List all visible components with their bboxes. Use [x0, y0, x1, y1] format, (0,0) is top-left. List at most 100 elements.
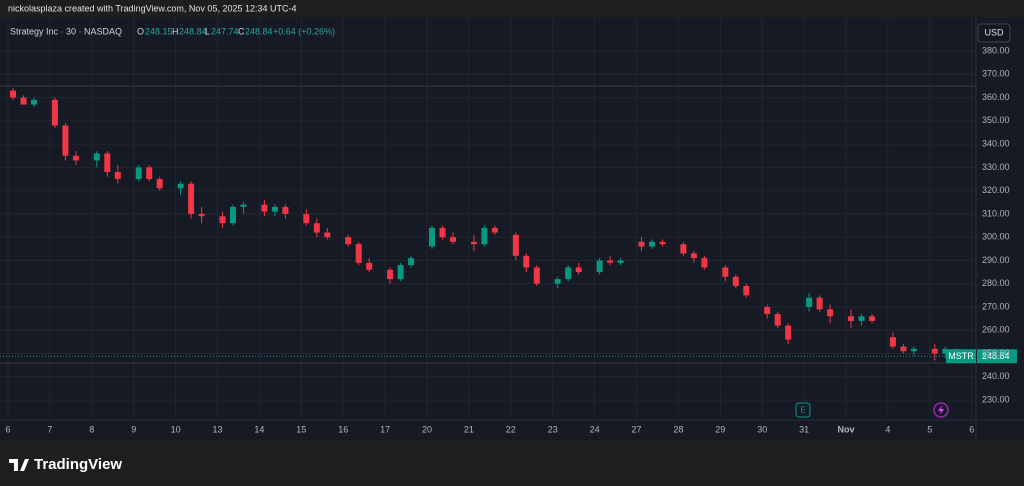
candle-body	[345, 237, 352, 245]
x-tick-label: 15	[296, 424, 306, 434]
candle-body	[900, 346, 907, 352]
candle-body	[72, 155, 79, 161]
currency[interactable]: USD	[984, 27, 1004, 37]
x-tick-label: 6	[969, 424, 974, 434]
brand: TradingView	[34, 456, 122, 473]
y-tick-label: 370.00	[982, 69, 1010, 79]
candle-body	[408, 258, 415, 266]
event-icon	[938, 405, 944, 415]
y-tick-label: 300.00	[982, 232, 1010, 242]
legend-value: 248.84	[179, 26, 207, 36]
candle-body	[397, 265, 404, 280]
candle-body	[450, 237, 456, 242]
grid	[0, 18, 976, 420]
x-tick-label: 29	[715, 424, 725, 434]
candle-body	[324, 232, 331, 238]
x-tick-label: 20	[422, 424, 432, 434]
price-badge	[977, 349, 1017, 364]
ticker: MSTR	[948, 351, 974, 361]
candle-body	[261, 204, 268, 212]
legend-value: 248.84	[245, 26, 273, 36]
x-tick-label: 9	[131, 424, 136, 434]
logo-icon	[9, 459, 29, 471]
candle-body	[607, 260, 614, 263]
candle-body	[366, 262, 373, 270]
x-tick-label: 6	[5, 424, 10, 434]
y-tick-label: 340.00	[982, 138, 1010, 148]
candle-body	[188, 183, 195, 214]
candle-body	[10, 90, 16, 98]
x-tick-label: 16	[338, 424, 348, 434]
x-tick-label: 23	[548, 424, 558, 434]
candle-body	[156, 179, 163, 189]
last-price-label: 248.84	[982, 351, 1010, 361]
candle-body	[869, 316, 875, 321]
candle-body	[732, 276, 739, 287]
candle-body	[271, 206, 278, 212]
candle-body	[429, 227, 435, 247]
candle-body	[764, 306, 771, 314]
legend-label: O	[137, 26, 144, 36]
candle-body	[355, 244, 362, 263]
legend-value: 247.74	[211, 26, 239, 36]
candle-body	[942, 348, 949, 354]
earnings-marker-text[interactable]: E	[800, 406, 805, 415]
candle-body	[135, 167, 142, 180]
candle-body	[51, 99, 58, 126]
x-tick-label: 21	[464, 424, 474, 434]
currency-button[interactable]	[977, 23, 1011, 43]
x-tick-label: 28	[673, 424, 683, 434]
candle-body	[680, 244, 687, 254]
legend: Strategy Inc · 30 · NASDAQ O 248.15 H 24…	[10, 26, 335, 36]
chart-panel	[0, 18, 1024, 440]
candle-body	[439, 227, 446, 238]
candle-body	[491, 227, 498, 233]
candle-body	[910, 348, 917, 352]
x-tick-label: 7	[47, 424, 52, 434]
x-tick-label: 24	[590, 424, 600, 434]
candle-body	[575, 267, 582, 273]
candle-body	[889, 337, 896, 347]
candle-body	[806, 297, 813, 307]
candle-body	[93, 153, 100, 161]
x-tick-label: 22	[506, 424, 516, 434]
header: nickolasplaza created with TradingView.c…	[8, 3, 297, 13]
x-tick-label: 10	[171, 424, 181, 434]
candle-body	[690, 253, 697, 259]
candle-body	[743, 286, 750, 296]
candle-body	[62, 125, 69, 156]
candle-body	[146, 167, 153, 180]
y-tick-label: 380.00	[982, 45, 1010, 55]
legend-value: 248.15	[145, 26, 173, 36]
x-tick-label: 13	[212, 424, 222, 434]
y-tick-label: 330.00	[982, 162, 1010, 172]
earnings-marker[interactable]	[795, 402, 811, 418]
candle-body	[198, 213, 205, 217]
ticker-badge	[946, 349, 976, 364]
candle-body	[785, 325, 792, 340]
candle-body	[722, 267, 729, 277]
y-tick-label: 350.00	[982, 115, 1010, 125]
candles	[10, 88, 959, 361]
candle-body	[31, 99, 37, 105]
y-tick-label: 240.00	[982, 371, 1010, 381]
candle-body	[931, 348, 938, 354]
x-tick-label: 31	[799, 424, 809, 434]
candle-body	[303, 213, 310, 224]
x-tick-label: 30	[757, 424, 767, 434]
x-tick-label: 5	[927, 424, 932, 434]
candle-body	[827, 309, 834, 317]
y-tick-label: 270.00	[982, 301, 1010, 311]
candle-body	[230, 206, 236, 224]
y-tick-label: 310.00	[982, 208, 1010, 218]
x-tick-label: 27	[631, 424, 641, 434]
candle-body	[20, 97, 27, 105]
candle-body	[649, 241, 655, 247]
legend-label: L	[205, 26, 210, 36]
candle-body	[858, 316, 865, 321]
candle-body	[481, 227, 488, 245]
y-tick-label: 230.00	[982, 394, 1010, 404]
candle-body	[523, 255, 530, 268]
x-tick-label: 8	[89, 424, 94, 434]
